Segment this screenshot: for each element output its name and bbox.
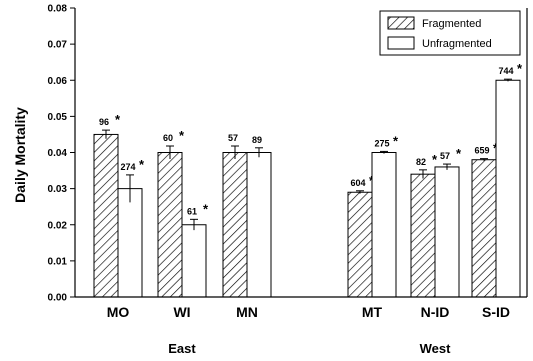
y-axis-label: Daily Mortality	[12, 107, 28, 203]
significance-star: *	[115, 112, 121, 127]
data-label: 57	[440, 151, 450, 161]
significance-star: *	[432, 152, 438, 167]
bar-fragmented-n-id	[410, 173, 436, 298]
y-tick-label: 0.01	[48, 256, 68, 267]
y-axis: 0.00 0.01 0.02 0.03 0.04 0.05 0.06 0.07 0.08	[48, 4, 75, 304]
data-label: 275	[374, 138, 389, 148]
plot-frame	[74, 8, 528, 298]
bar-unfragmented-mo	[117, 188, 143, 298]
y-tick-label: 0.05	[48, 112, 68, 123]
category-label-n-id: N-ID	[421, 304, 450, 320]
category-label-wi: WI	[173, 304, 190, 320]
data-label: 89	[252, 135, 262, 145]
bar-unfragmented-mt	[371, 152, 397, 298]
data-label: 82	[416, 157, 426, 167]
bar-fragmented-mt	[347, 191, 373, 298]
bar-unfragmented-s-id	[495, 79, 521, 298]
category-label-mt: MT	[362, 304, 383, 320]
category-labels: MO WI MN MT N-ID S-ID	[107, 304, 510, 320]
category-label-mn: MN	[236, 304, 258, 320]
group-label-west: West	[420, 341, 451, 356]
bar-fragmented-s-id	[471, 159, 497, 298]
category-label-mo: MO	[107, 304, 130, 320]
legend: Fragmented Unfragmented	[379, 10, 521, 56]
data-label: 659	[474, 146, 489, 156]
y-tick-label: 0.00	[48, 293, 68, 304]
y-tick-label: 0.07	[48, 40, 68, 51]
y-tick-label: 0.04	[48, 148, 68, 159]
data-label: 61	[187, 206, 197, 216]
significance-star: *	[179, 128, 185, 143]
significance-star: *	[517, 61, 523, 76]
data-label: 744	[498, 66, 513, 76]
bar-unfragmented-wi	[181, 224, 207, 298]
bar-unfragmented-mn	[246, 152, 272, 298]
significance-star: *	[393, 133, 399, 148]
y-tick-label: 0.06	[48, 76, 68, 87]
significance-star: *	[456, 146, 462, 161]
y-tick-label: 0.02	[48, 220, 68, 231]
significance-star: *	[203, 201, 209, 216]
bar-fragmented-mn	[222, 152, 248, 298]
legend-swatch-unfragmented	[387, 36, 415, 50]
bar-unfragmented-n-id	[434, 166, 460, 298]
data-label: 604	[350, 178, 365, 188]
data-label: 60	[163, 133, 173, 143]
significance-star: *	[139, 157, 145, 172]
bar-fragmented-mo	[93, 133, 119, 298]
category-label-s-id: S-ID	[482, 304, 510, 320]
y-tick-label: 0.03	[48, 184, 68, 195]
bar-fragmented-wi	[157, 152, 183, 298]
legend-swatch-fragmented	[387, 16, 415, 30]
y-tick-label: 0.08	[48, 4, 68, 15]
legend-label-fragmented: Fragmented	[422, 18, 481, 30]
group-label-east: East	[168, 341, 196, 356]
group-labels: East West	[168, 341, 451, 356]
data-label: 274	[120, 162, 135, 172]
data-label: 96	[99, 117, 109, 127]
data-label: 57	[228, 133, 238, 143]
legend-label-unfragmented: Unfragmented	[422, 38, 492, 50]
